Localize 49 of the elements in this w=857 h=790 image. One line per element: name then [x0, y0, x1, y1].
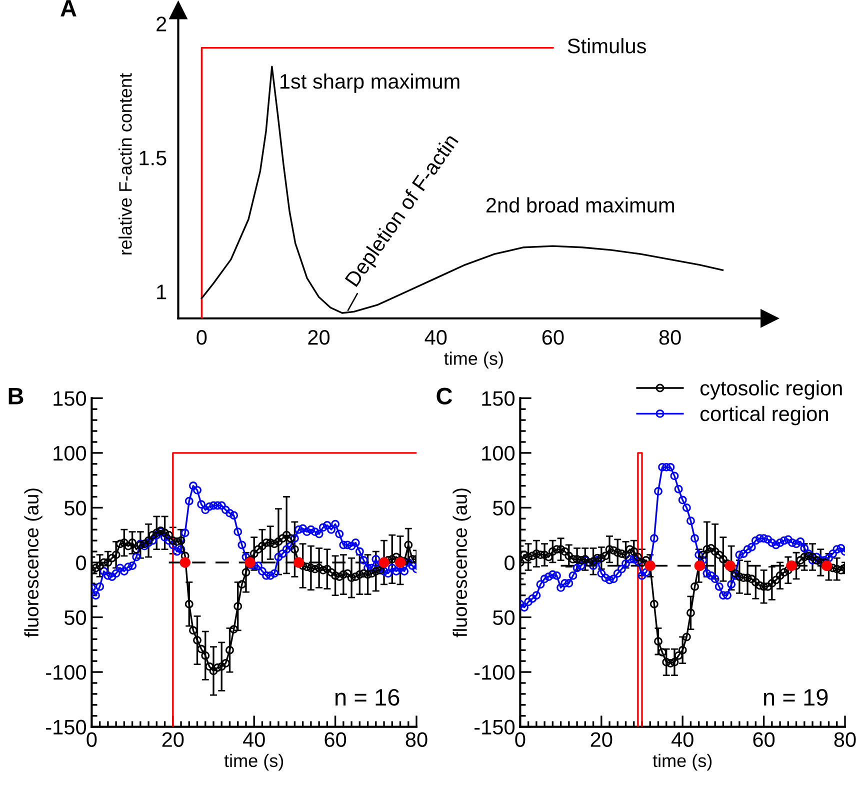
x-axis-title: time (s) — [224, 754, 284, 771]
x-tick-label: 20 — [308, 330, 330, 345]
y-tick-label: 100 — [54, 446, 86, 461]
y-tick-label: 1 — [157, 284, 166, 300]
y-tick-label: 150 — [54, 391, 86, 406]
y-axis-title: fluorescence (au) — [452, 488, 471, 638]
x-tick-label: 0 — [515, 732, 526, 747]
x-tick-label: 60 — [324, 732, 346, 747]
x-tick-label: 80 — [834, 732, 856, 747]
chart-title: B — [8, 388, 24, 404]
annotation: n = 16 — [336, 688, 400, 706]
y-tick-label: 2 — [156, 16, 166, 32]
line-series — [200, 66, 724, 314]
x-tick-label: 60 — [753, 732, 775, 747]
annotation: n = 19 — [764, 688, 828, 706]
legend-label: cytosolic region — [700, 380, 842, 400]
x-tick-label: 80 — [659, 330, 681, 345]
y-tick-label: 150 — [482, 391, 515, 406]
y-axis-title: relative F-actin content — [118, 73, 132, 254]
y-axis-title: fluorescence (au) — [24, 488, 42, 638]
series-label: Stimulus — [568, 38, 646, 54]
y-tick-label: 50 — [64, 500, 86, 516]
x-axis-title: time (s) — [444, 352, 503, 368]
annotation: 2nd broad maximum — [486, 197, 674, 213]
y-tick-label: 0 — [504, 555, 515, 570]
annotation: 1st sharp maximum — [280, 73, 460, 93]
y-tick-label: 50 — [493, 610, 515, 626]
x-tick-label: 20 — [162, 732, 184, 747]
x-tick-label: 40 — [671, 732, 694, 747]
y-tick-label: 50 — [64, 610, 86, 626]
x-tick-label: 60 — [542, 330, 564, 345]
x-tick-label: 40 — [242, 732, 265, 747]
y-tick-label: -150 — [46, 720, 86, 735]
x-tick-label: 40 — [424, 330, 447, 345]
x-axis-title: time (s) — [652, 754, 712, 771]
y-tick-label: 100 — [482, 446, 515, 461]
y-tick-label: 50 — [493, 500, 515, 516]
chart-title: C — [436, 388, 452, 404]
y-tick-label: 1.5 — [140, 150, 166, 166]
y-tick-label: -100 — [46, 665, 86, 680]
y-tick-label: -150 — [474, 720, 515, 735]
y-tick-label: -100 — [474, 665, 515, 680]
chart-title: A — [60, 0, 76, 16]
x-tick-label: 80 — [406, 732, 428, 747]
x-tick-label: 0 — [86, 732, 97, 747]
x-tick-label: 20 — [590, 732, 612, 747]
x-tick-label: 0 — [196, 330, 207, 345]
legend-label: cortical region — [700, 406, 828, 426]
y-tick-label: 0 — [76, 555, 86, 570]
